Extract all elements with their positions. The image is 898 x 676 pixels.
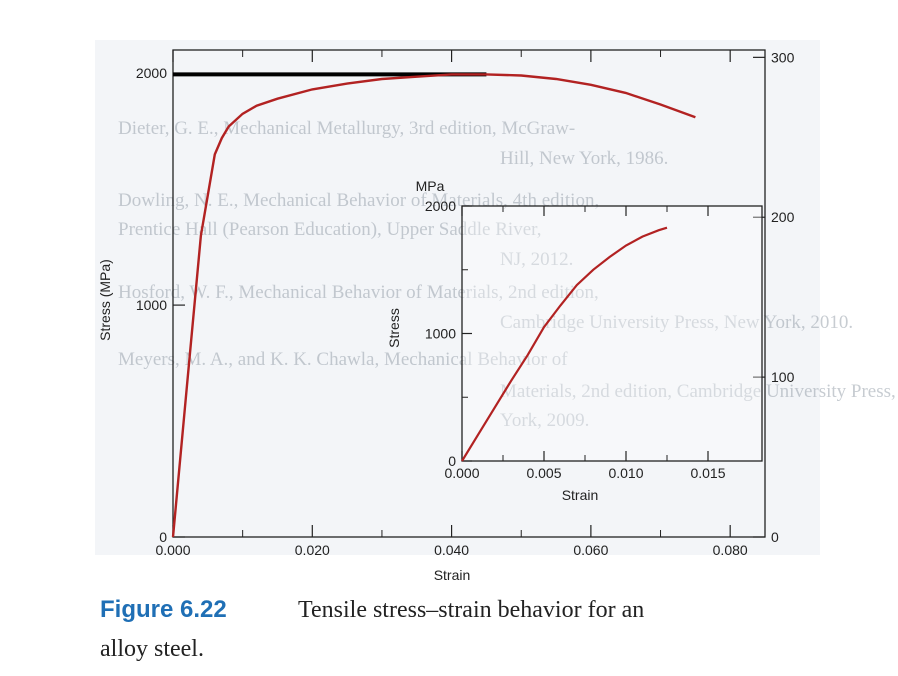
inset-plot-frame [461, 205, 763, 462]
main-y2-ticks: 0 100 200 300 [753, 49, 795, 545]
main-x-tick-label: 0.000 [155, 542, 190, 558]
main-plot-frame [172, 49, 766, 538]
inset-x-axis-label: Strain [562, 487, 599, 503]
main-y-tick-label: 0 [159, 529, 167, 545]
main-y-tick-label: 2000 [136, 65, 167, 81]
main-x-ticks: 0.000 0.020 0.040 0.060 0.080 [155, 50, 748, 558]
bleed-line: Meyers, M. A., and K. K. Chawla, Mechani… [118, 349, 568, 370]
main-y2-tick-label: 0 [771, 529, 779, 545]
main-stress-strain-curve [171, 73, 696, 538]
main-x-tick-label: 0.080 [713, 542, 748, 558]
figure-caption-text-line1: Tensile stress–strain behavior for an [298, 597, 644, 623]
inset-unit-label: MPa [416, 178, 445, 194]
main-x-tick-label: 0.040 [434, 542, 469, 558]
page-background [95, 40, 820, 555]
figure-caption-label: Figure 6.22 [100, 596, 227, 623]
inset-x-tick-label: 0.005 [526, 465, 561, 481]
main-x-tick-label: 0.060 [573, 542, 608, 558]
main-y-axis-label: Stress (MPa) [97, 259, 113, 341]
bleed-line: Hill, New York, 1986. [500, 148, 668, 169]
inset-y-tick-label: 0 [448, 453, 456, 469]
main-y-tick-label: 1000 [136, 297, 167, 313]
inset-chart: 0.000 0.005 0.010 0.015 0 1000 2000 MPa Strai… [386, 178, 763, 503]
inset-x-ticks: 0.000 0.005 0.010 0.015 [444, 206, 726, 481]
inset-y-axis-label: Stress [386, 308, 402, 348]
inset-stress-strain-curve [461, 226, 668, 462]
main-x-tick-label: 0.020 [295, 542, 330, 558]
main-y2-tick-label: 300 [771, 49, 795, 65]
bleed-line: NJ, 2012. [500, 249, 573, 270]
main-x-axis-label: Strain [434, 567, 471, 583]
main-y2-tick-label: 200 [771, 209, 795, 225]
bleed-line: Hosford, W. F., Mechanical Behavior of M… [118, 282, 599, 303]
bleed-line: Prentice Hall (Pearson Education), Upper… [118, 219, 541, 240]
inset-y-tick-label: 2000 [425, 198, 456, 214]
bleed-line: Dieter, G. E., Mechanical Metallurgy, 3r… [118, 118, 575, 139]
inset-x-tick-label: 0.015 [690, 465, 725, 481]
main-y2-tick-label: 100 [771, 369, 795, 385]
bleed-line: Materials, 2nd edition, Cambridge Univer… [500, 381, 898, 402]
bleed-line: York, 2009. [500, 410, 589, 431]
inset-x-tick-label: 0.010 [608, 465, 643, 481]
inset-y-tick-label: 1000 [425, 326, 456, 342]
figure-caption-text-line2: alloy steel. [100, 636, 204, 662]
inset-x-tick-label: 0.000 [444, 465, 479, 481]
main-y-ticks: 0 1000 2000 [136, 65, 185, 545]
inset-y-ticks: 0 1000 2000 [425, 198, 472, 469]
